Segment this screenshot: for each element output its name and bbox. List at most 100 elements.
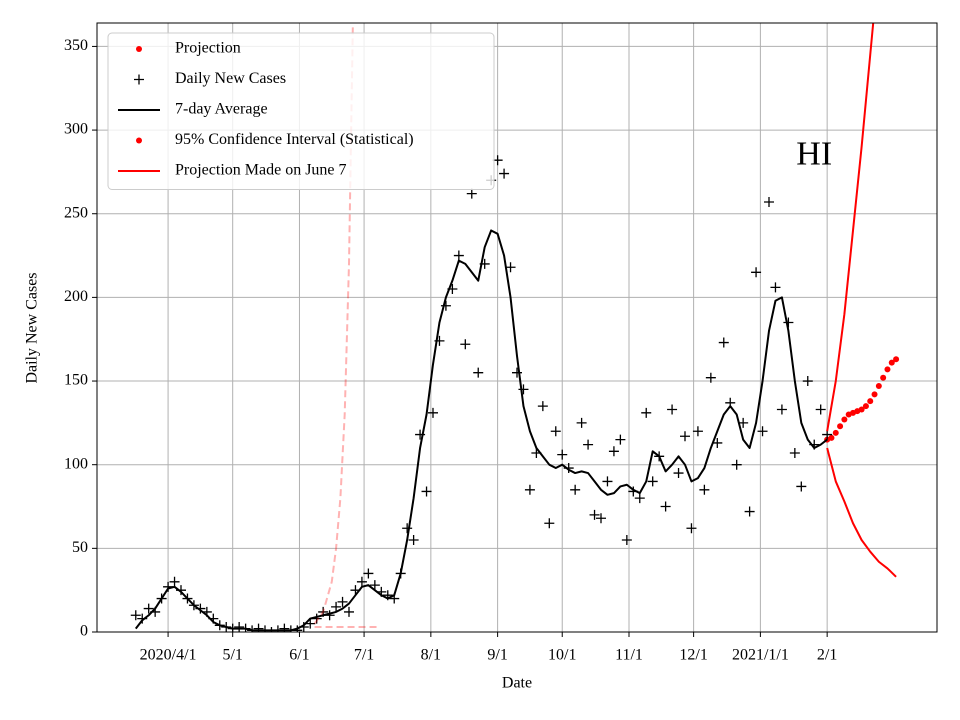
plus-marker xyxy=(751,267,762,278)
plus-marker xyxy=(680,431,690,442)
plus-marker xyxy=(744,506,755,517)
legend-label: 95% Confidence Interval (Statistical) xyxy=(175,131,414,148)
point xyxy=(136,137,142,144)
plus-marker xyxy=(557,449,568,460)
point xyxy=(888,359,895,366)
ticks: 0 50 100 150 200 250 300 350 2020/4/1 5/1 6/1 7/1 8/… xyxy=(64,37,837,664)
plus-marker xyxy=(369,580,380,591)
plus-marker xyxy=(512,367,522,378)
x-tick-label: 6/1 xyxy=(289,647,309,664)
plus-marker xyxy=(822,429,833,440)
plus-marker xyxy=(356,576,367,587)
plus-marker xyxy=(576,417,587,428)
plus-marker xyxy=(718,337,729,348)
plus-marker xyxy=(518,384,529,395)
plus-marker xyxy=(602,476,613,487)
plus-marker xyxy=(731,459,742,470)
plus-marker xyxy=(776,404,787,415)
plus-marker xyxy=(757,426,768,437)
y-tick-label: 150 xyxy=(64,372,88,389)
plus-marker xyxy=(660,501,671,512)
point xyxy=(832,429,839,436)
plus-marker xyxy=(550,426,561,437)
plus-marker xyxy=(608,446,619,457)
plus-marker xyxy=(764,197,774,208)
plus-marker xyxy=(473,367,484,378)
y-tick-label: 0 xyxy=(80,623,88,640)
plus-marker xyxy=(408,534,419,545)
plus-marker xyxy=(440,300,451,311)
y-tick-label: 350 xyxy=(64,37,88,54)
point xyxy=(136,46,142,52)
plus-marker xyxy=(266,627,277,632)
x-axis-label: Date xyxy=(502,675,532,692)
plus-marker xyxy=(524,484,535,495)
plus-marker xyxy=(596,513,606,524)
y-tick-label: 250 xyxy=(64,204,88,221)
plus-marker xyxy=(499,168,510,179)
plus-marker xyxy=(686,523,697,534)
plus-marker xyxy=(134,74,144,85)
x-tick-label: 7/1 xyxy=(354,647,374,664)
series-line xyxy=(826,23,875,432)
legend-box xyxy=(107,32,495,190)
series-line xyxy=(313,23,354,625)
plus-marker xyxy=(344,606,354,617)
point xyxy=(884,366,891,373)
series-line xyxy=(826,447,897,578)
plus-marker xyxy=(130,610,141,621)
legend-label: 7-day Average xyxy=(175,101,268,118)
annotation: HI xyxy=(796,136,832,173)
x-tick-label: 2/1 xyxy=(817,647,837,664)
plus-marker xyxy=(802,376,813,387)
plus-marker xyxy=(583,439,594,450)
plus-marker xyxy=(570,484,581,495)
plus-marker xyxy=(453,250,464,261)
point xyxy=(871,391,878,398)
point xyxy=(858,406,865,413)
plus-marker xyxy=(621,534,632,545)
plus-marker xyxy=(699,484,710,495)
x-tick-label: 11/1 xyxy=(615,647,643,664)
series-line xyxy=(134,229,828,632)
plus-marker xyxy=(667,404,678,415)
x-tick-label: 8/1 xyxy=(421,647,441,664)
plus-marker xyxy=(537,401,548,412)
plus-marker xyxy=(421,486,432,497)
plus-marker xyxy=(466,188,477,199)
plus-marker xyxy=(544,518,555,529)
legend: Projection Daily New Cases 7-day Average 95… xyxy=(107,32,495,190)
plot-area: HI xyxy=(130,23,900,632)
x-tick-label: 2020/4/1 xyxy=(140,647,197,664)
point xyxy=(880,374,887,381)
plus-marker xyxy=(169,576,180,587)
y-tick-label: 300 xyxy=(64,121,88,138)
plus-marker xyxy=(705,372,716,383)
plus-marker xyxy=(692,426,703,437)
plus-marker xyxy=(402,523,413,534)
y-tick-label: 100 xyxy=(64,455,88,472)
plus-marker xyxy=(815,404,826,415)
x-tick-label: 10/1 xyxy=(548,647,576,664)
plus-marker xyxy=(615,434,626,445)
y-tick-label: 200 xyxy=(64,288,88,305)
point xyxy=(893,356,900,363)
y-tick-label: 50 xyxy=(72,539,88,556)
point xyxy=(862,403,869,410)
plus-marker xyxy=(647,476,658,487)
x-tick-label: 9/1 xyxy=(487,647,507,664)
plus-marker xyxy=(712,437,723,448)
plus-marker xyxy=(589,509,600,520)
plus-marker xyxy=(641,407,652,418)
plus-marker xyxy=(363,568,374,579)
plus-marker xyxy=(331,601,342,612)
plus-marker xyxy=(428,407,438,418)
plus-marker xyxy=(143,603,154,614)
point xyxy=(867,398,874,405)
plus-marker xyxy=(770,282,781,293)
plus-marker xyxy=(505,262,516,273)
plus-marker xyxy=(789,447,800,458)
plus-marker xyxy=(337,596,348,607)
y-axis-label: Daily New Cases xyxy=(24,272,41,383)
